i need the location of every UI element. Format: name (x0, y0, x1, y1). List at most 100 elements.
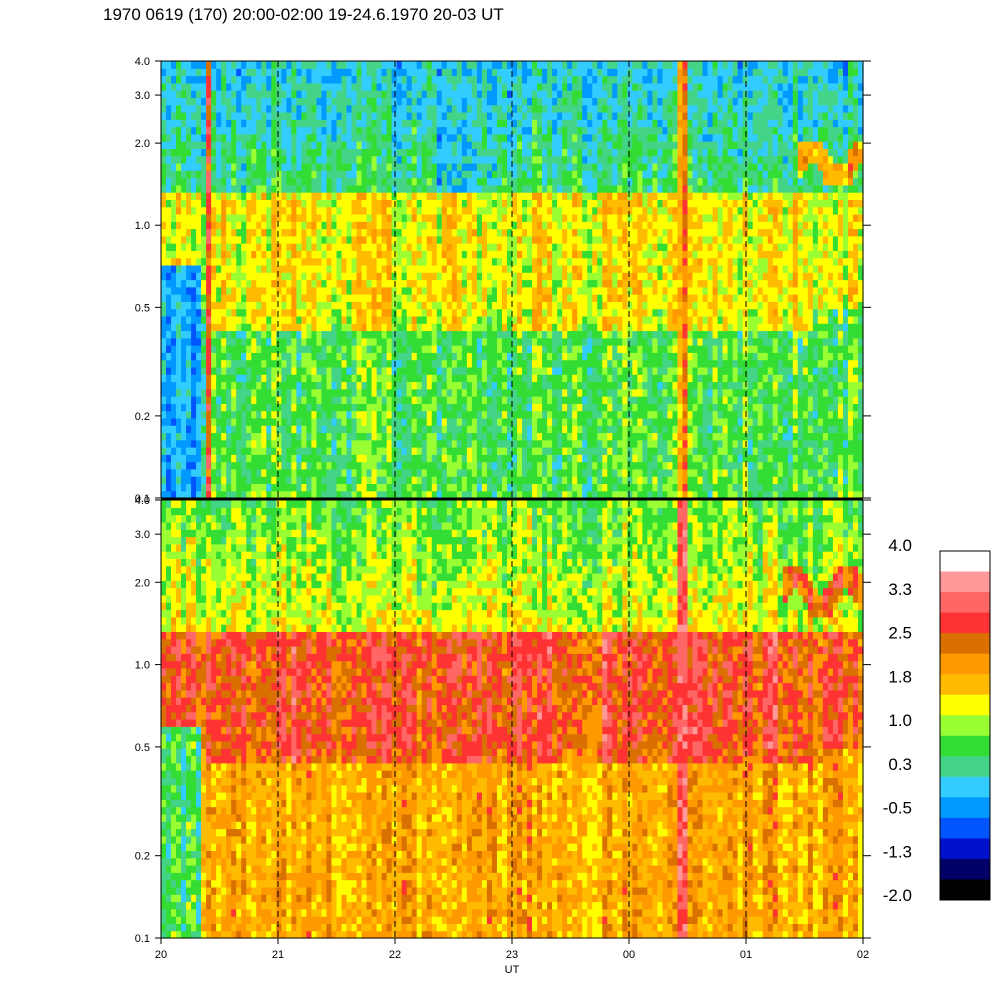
heatmap-cell (376, 104, 383, 113)
heatmap-cell (456, 199, 463, 208)
heatmap-cell (391, 403, 398, 412)
heatmap-cell (191, 170, 197, 179)
heatmap-cell (161, 206, 167, 215)
heatmap-cell (326, 417, 333, 426)
heatmap-cell (537, 126, 543, 135)
heatmap-cell (501, 264, 508, 273)
heatmap-cell (286, 490, 292, 499)
heatmap-cell (567, 301, 573, 310)
heatmap-cell (517, 90, 523, 99)
heatmap-cell (476, 177, 483, 186)
heatmap-cell (351, 417, 358, 426)
heatmap-cell (181, 111, 187, 120)
heatmap-cell (291, 119, 297, 128)
heatmap-cell (191, 155, 197, 164)
heatmap-cell (231, 235, 237, 244)
heatmap-cell (331, 141, 338, 149)
heatmap-cell (176, 366, 182, 375)
heatmap-cell (401, 243, 408, 251)
heatmap-cell (341, 468, 348, 477)
heatmap-cell (522, 221, 528, 230)
heatmap-cell (171, 228, 177, 237)
heatmap-cell (321, 148, 328, 157)
heatmap-cell (501, 177, 508, 186)
heatmap-cell (441, 206, 448, 215)
heatmap-cell (291, 272, 297, 281)
heatmap-cell (512, 155, 518, 164)
heatmap-cell (512, 461, 518, 470)
heatmap-cell (486, 461, 493, 470)
heatmap-cell (451, 417, 458, 426)
heatmap-cell (512, 250, 518, 259)
heatmap-cell (361, 374, 368, 383)
heatmap-cell (231, 206, 237, 215)
heatmap-cell (381, 199, 388, 208)
heatmap-cell (436, 75, 443, 84)
heatmap-cell (366, 228, 373, 237)
heatmap-cell (486, 170, 493, 179)
heatmap-cell (166, 61, 172, 69)
heatmap-cell (557, 104, 563, 113)
heatmap-cell (326, 454, 333, 463)
heatmap-cell (351, 279, 358, 288)
heatmap-cell (411, 68, 418, 77)
heatmap-cell (577, 432, 583, 441)
heatmap-cell (266, 330, 272, 339)
heatmap-cell (181, 184, 187, 193)
heatmap-cell (391, 366, 398, 375)
heatmap-cell (476, 345, 483, 353)
heatmap-cell (266, 352, 272, 361)
heatmap-cell (386, 141, 393, 149)
heatmap-cell (466, 184, 473, 193)
heatmap-cell (441, 141, 448, 149)
heatmap-cell (336, 272, 343, 281)
heatmap-cell (191, 111, 197, 120)
heatmap-cell (326, 381, 333, 390)
heatmap-cell (161, 213, 167, 222)
heatmap-cell (416, 468, 423, 477)
heatmap-cell (522, 381, 528, 390)
heatmap-cell (281, 119, 287, 128)
heatmap-cell (562, 184, 568, 193)
heatmap-cell (321, 228, 328, 237)
heatmap-cell (381, 323, 388, 332)
heatmap-cell (406, 170, 413, 179)
heatmap-cell (522, 272, 528, 281)
heatmap-cell (181, 104, 187, 113)
heatmap-cell (461, 410, 468, 419)
heatmap-cell (336, 410, 343, 419)
heatmap-cell (376, 264, 383, 273)
heatmap-cell (216, 61, 222, 69)
heatmap-cell (496, 483, 503, 492)
heatmap-cell (286, 82, 292, 91)
heatmap-cell (557, 155, 563, 164)
heatmap-cell (371, 432, 378, 441)
heatmap-cell (221, 141, 227, 149)
heatmap-cell (321, 82, 328, 91)
heatmap-cell (366, 468, 373, 477)
heatmap-cell (542, 184, 548, 193)
heatmap-cell (476, 439, 483, 448)
heatmap-cell (346, 61, 353, 69)
heatmap-cell (476, 119, 483, 128)
heatmap-cell (276, 490, 282, 499)
heatmap-cell (517, 155, 523, 164)
heatmap-cell (572, 126, 578, 135)
heatmap-cell (411, 388, 418, 397)
heatmap-cell (351, 366, 358, 375)
heatmap-cell (562, 162, 568, 171)
heatmap-cell (481, 403, 488, 412)
heatmap-cell (316, 250, 323, 259)
heatmap-cell (401, 425, 408, 434)
heatmap-cell (271, 410, 277, 419)
heatmap-cell (171, 126, 177, 135)
heatmap-cell (186, 308, 192, 317)
heatmap-cell (231, 119, 237, 128)
heatmap-cell (321, 192, 328, 200)
heatmap-cell (517, 192, 523, 200)
heatmap-cell (241, 403, 247, 412)
heatmap-cell (331, 454, 338, 463)
heatmap-cell (396, 447, 403, 455)
heatmap-cell (537, 388, 543, 397)
heatmap-cell (201, 133, 207, 142)
